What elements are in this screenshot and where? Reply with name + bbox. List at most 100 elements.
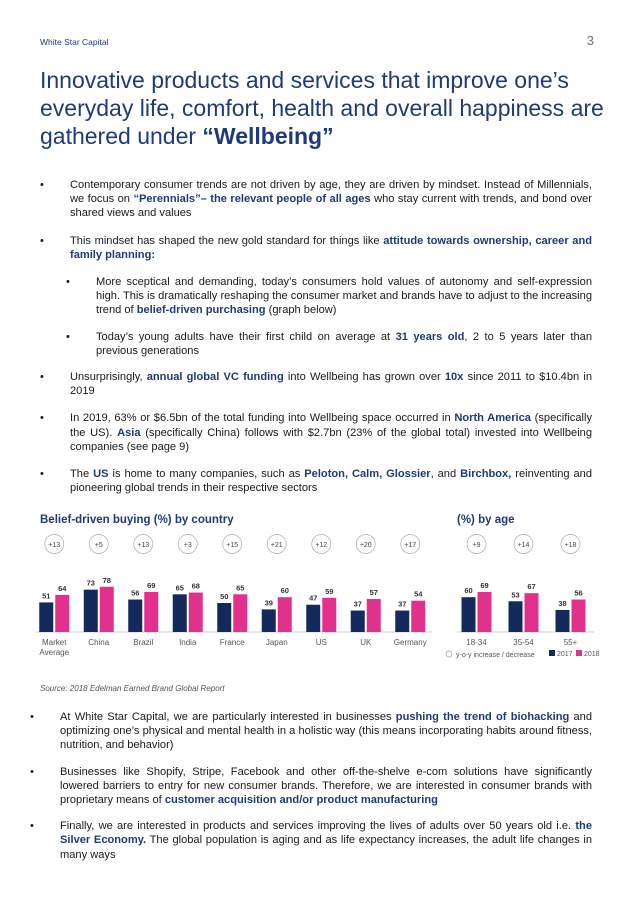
chart-title-0: Belief-driven buying (%) by country: [40, 514, 234, 526]
bar-2018: [188, 592, 203, 632]
bullet-text: is home to many companies, such as: [108, 468, 305, 481]
value-label-2018: 68: [192, 582, 200, 591]
company-name: White Star Capital: [40, 37, 109, 47]
category-label: Brazil: [133, 638, 153, 647]
bar-2018: [55, 594, 70, 632]
bar-2018: [144, 591, 159, 632]
change-bubble: [222, 534, 243, 554]
value-label-2017: 37: [354, 600, 362, 609]
legend-change-icon: [445, 650, 453, 658]
title-highlight: “Wellbeing”: [202, 123, 334, 149]
bullet-text: Contemporary consumer trends are not dri…: [70, 179, 592, 206]
bullet-text: More sceptical and demanding, today’s co…: [96, 276, 592, 317]
bullet-text: (specifically China) follows with $2.7bn…: [70, 426, 593, 453]
category-label: China: [88, 638, 109, 647]
bullet-text: Today’s young adults have their first ch…: [96, 330, 396, 343]
bar-2017: [395, 610, 410, 632]
bar-2017: [350, 610, 365, 632]
bar-2017: [217, 603, 232, 632]
change-bubble: [400, 534, 421, 554]
title-text: Innovative products and services that im…: [40, 67, 604, 149]
value-label-2018: 78: [103, 576, 111, 585]
bullet-text: since 2011 to $10.4bn in 2019: [70, 371, 593, 398]
bullet-text: , and: [430, 468, 461, 481]
value-label-2018: 64: [58, 584, 67, 593]
sub-bullet-first-child: Today’s young adults have their first ch…: [40, 330, 592, 358]
value-label-2017: 37: [398, 600, 406, 609]
bar-2018: [524, 593, 539, 632]
change-label: +3: [184, 542, 192, 549]
change-bubble: [44, 534, 65, 554]
category-label: France: [220, 638, 245, 647]
bullet-text: reinventing and pioneering global trends…: [70, 468, 593, 495]
change-label: +12: [315, 542, 327, 549]
bar-2018: [571, 599, 586, 632]
bar-2017: [172, 594, 187, 632]
change-label: +15: [226, 542, 238, 549]
bullet-highlight: Asia: [117, 426, 141, 439]
bullet-text: In 2019, 63% or $6.5bn of the total fund…: [70, 412, 455, 425]
category-label: Market: [42, 638, 67, 647]
bullet-highlight: Peloton, Calm, Glossier: [304, 468, 431, 481]
value-label-2018: 69: [480, 581, 488, 590]
value-label-2018: 67: [527, 582, 535, 591]
category-label: UK: [360, 638, 372, 647]
bullet-highlight: belief-driven purchasing: [136, 304, 266, 317]
value-label-2018: 65: [236, 583, 244, 592]
value-label-2017: 39: [265, 598, 273, 607]
bullet-regions: In 2019, 63% or $6.5bn of the total fund…: [40, 411, 592, 454]
bullet-text: The global population is aging and as li…: [60, 834, 592, 861]
bullet-text: Businesses like Shopify, Stripe, Faceboo…: [60, 765, 592, 807]
change-label: +13: [137, 542, 149, 549]
category-label: 18-34: [466, 638, 487, 647]
change-bubble: [466, 534, 487, 554]
change-bubble: [311, 534, 332, 554]
sub-bullet-sceptical: More sceptical and demanding, today’s co…: [40, 275, 592, 318]
category-label: Germany: [394, 638, 427, 647]
bullet-text: Unsurprisingly,: [70, 371, 147, 384]
bar-2017: [261, 609, 276, 632]
bullet-silver-economy: Finally, we are interested in products a…: [30, 819, 592, 862]
legend-2017-label: 2017: [557, 651, 573, 658]
page-title: Innovative products and services that im…: [40, 66, 610, 150]
bullet-text: who stay current with trends, and bond o…: [70, 193, 592, 220]
chart-svg: Belief-driven buying (%) by country +13 51…: [36, 514, 600, 659]
bullet-vc-funding: Unsurprisingly, annual global VC funding…: [40, 370, 592, 398]
bullet-mindset: This mindset has shaped the new gold sta…: [40, 234, 592, 262]
category-label-line2: Average: [39, 648, 69, 657]
bullet-text: The: [70, 468, 94, 481]
bar-2018: [366, 598, 381, 632]
value-label-2017: 47: [309, 594, 317, 603]
change-label: +9: [473, 542, 481, 549]
bar-2018: [233, 594, 248, 632]
change-label: +13: [48, 542, 60, 549]
bullet-highlight: pushing the trend of biohacking: [395, 711, 570, 723]
bar-2018: [477, 591, 492, 632]
change-bubble: [355, 534, 376, 554]
bullet-highlight: 31 years old: [395, 330, 465, 343]
bullet-highlight: North America: [454, 412, 531, 425]
bullet-highlight: Birchbox,: [460, 468, 512, 481]
bullet-highlight: the Silver Economy.: [60, 820, 592, 847]
chart-source: Source: 2018 Edelman Earned Brand Global…: [40, 684, 225, 693]
bullet-text: (specifically the US).: [70, 412, 592, 439]
change-label: +17: [404, 542, 416, 549]
value-label-2018: 60: [281, 586, 289, 595]
bar-2017: [83, 589, 98, 632]
bar-2018: [99, 586, 114, 632]
change-label: +21: [271, 542, 283, 549]
page-number: 3: [586, 33, 594, 48]
value-label-2017: 53: [511, 590, 519, 599]
category-label: Japan: [266, 638, 288, 647]
legend-2018-label: 2018: [584, 651, 600, 658]
change-bubble: [266, 534, 287, 554]
bar-2017: [128, 599, 143, 632]
bullet-text: At White Star Capital, we are particular…: [60, 711, 396, 723]
bullet-highlight: customer acquisition and/or product manu…: [164, 794, 438, 807]
bullet-highlight: attitude towards ownership, career and f…: [70, 234, 592, 261]
value-label-2018: 59: [325, 587, 333, 596]
value-label-2018: 54: [414, 590, 423, 599]
legend-2018-swatch: [576, 650, 582, 656]
bullet-text: and optimizing one’s physical and mental…: [60, 711, 592, 752]
belief-driven-buying-chart: Belief-driven buying (%) by country +13 51…: [30, 508, 610, 668]
